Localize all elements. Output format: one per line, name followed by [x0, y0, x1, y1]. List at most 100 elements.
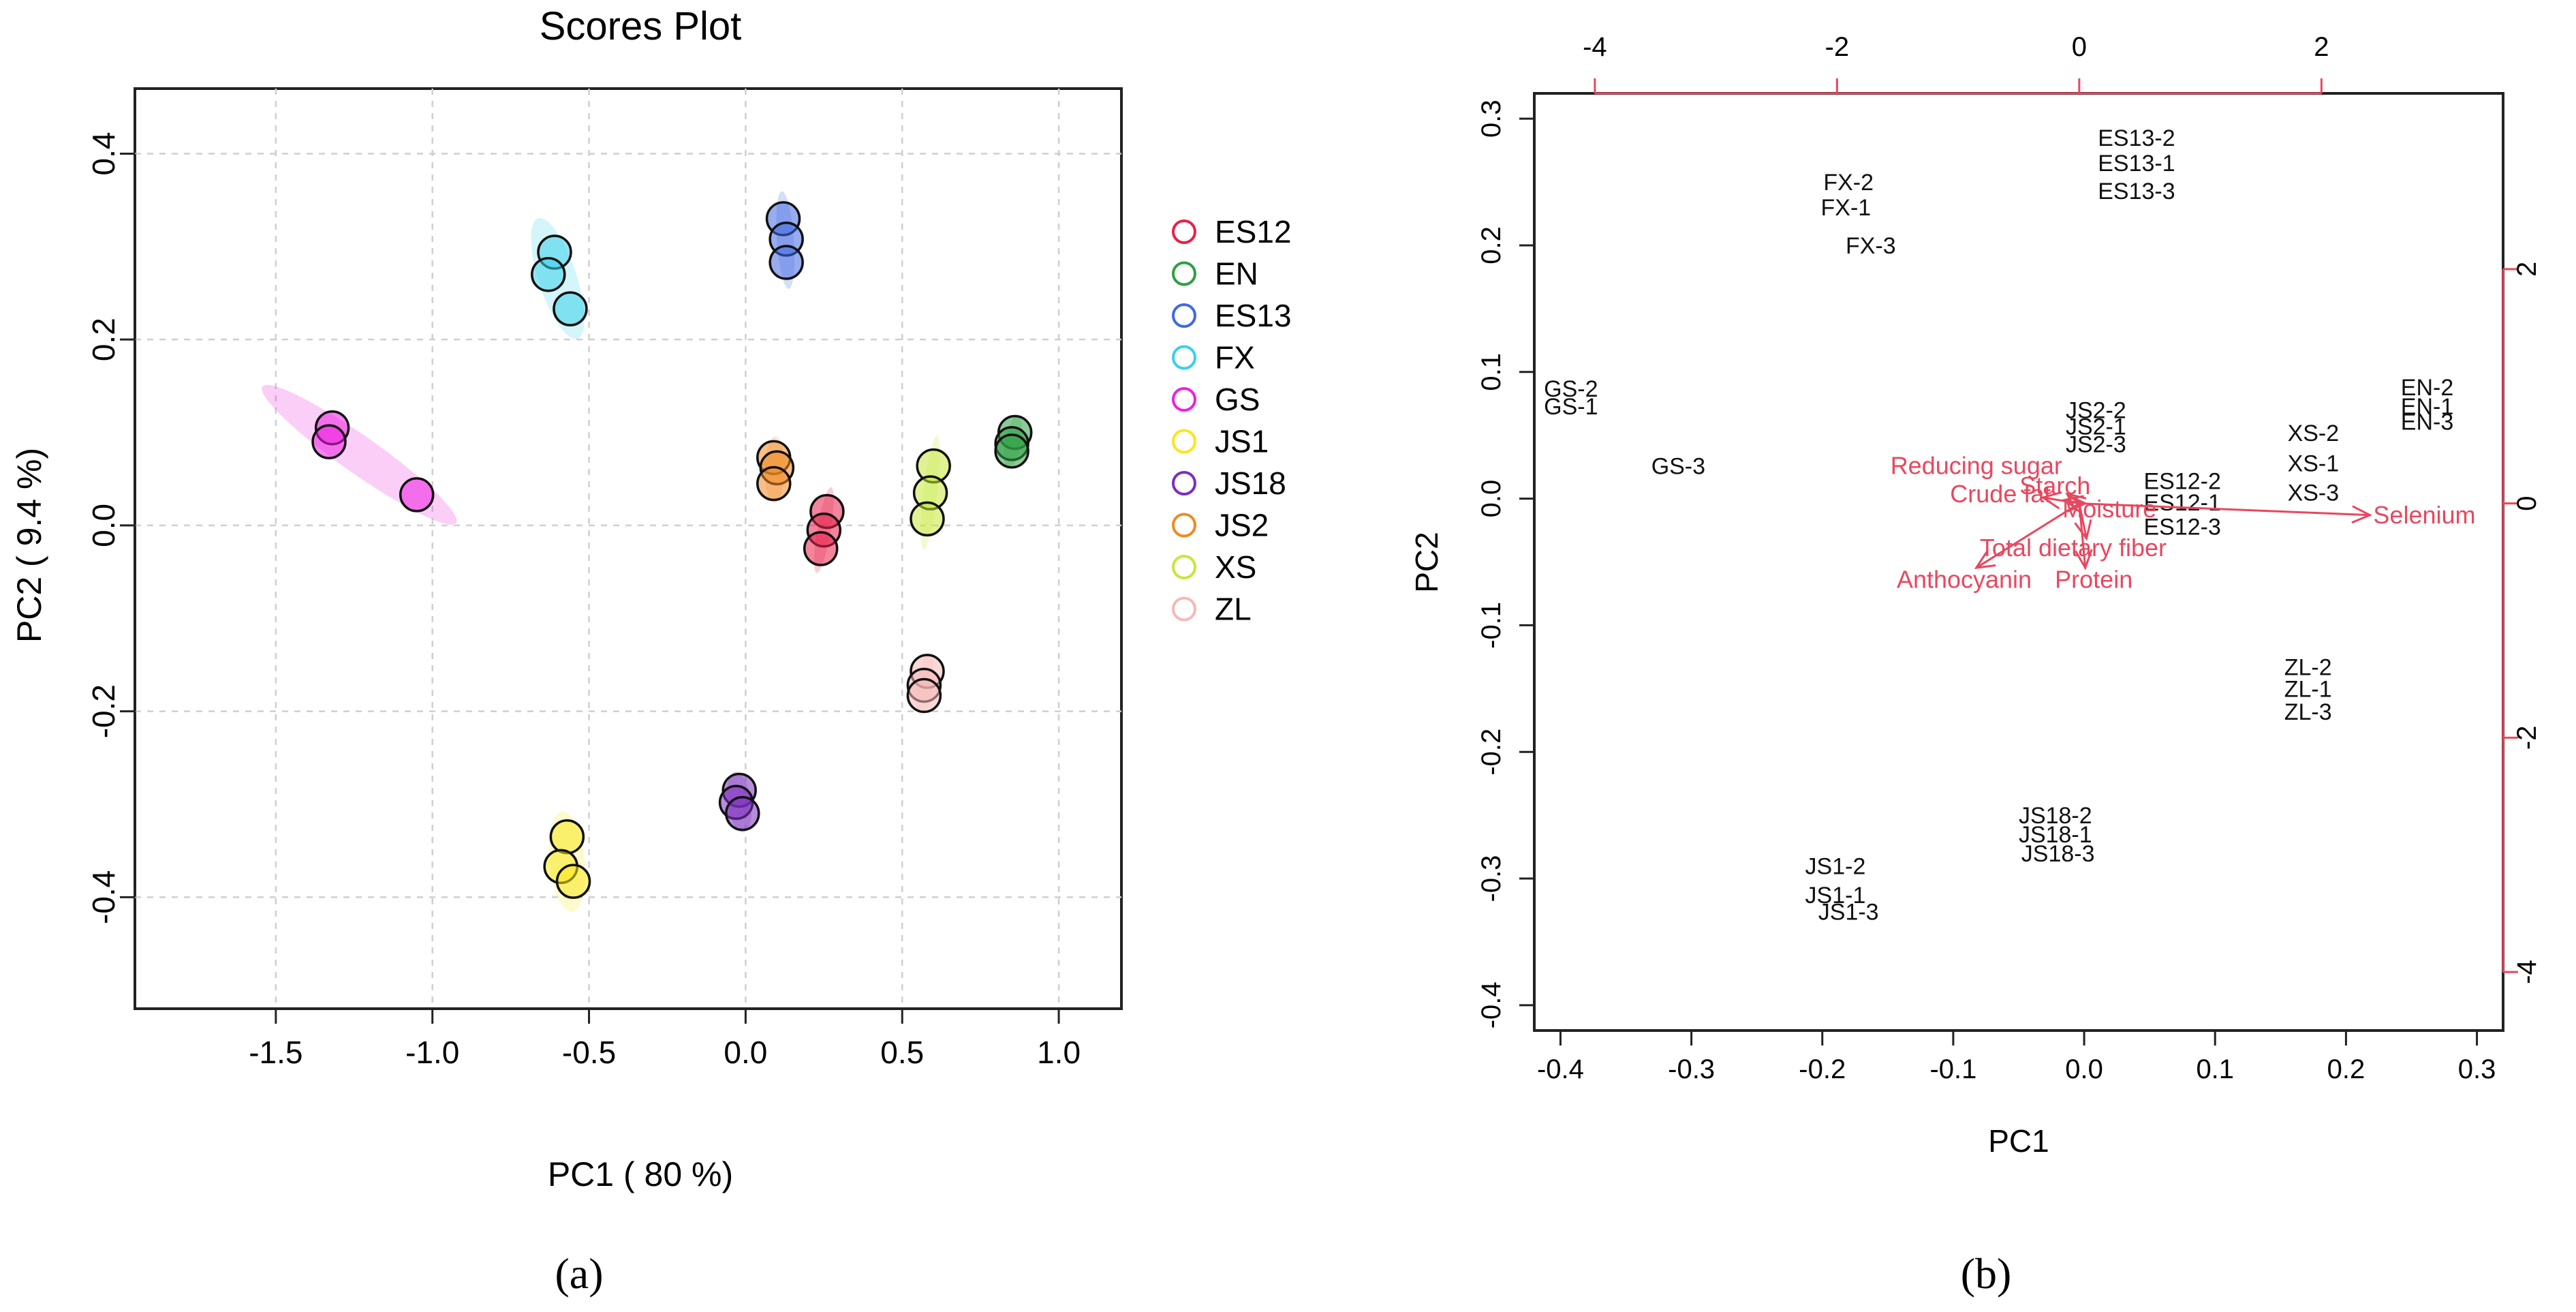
loading-label-starch: Starch — [2019, 472, 2090, 500]
loading-arrowhead-selenium — [2351, 505, 2373, 524]
chart-a-confidence-ellipses — [262, 191, 1023, 912]
chart-b-top-tick-label: 0 — [2072, 32, 2087, 62]
loading-label-moisture: Moisture — [2062, 495, 2156, 523]
loading-label-protein: Protein — [2055, 565, 2132, 593]
chart-b-x-tick-label: 0.0 — [2065, 1054, 2103, 1084]
chart-a-x-tick-label: -1.0 — [405, 1035, 459, 1070]
chart-b-y-tick-label: -0.2 — [1476, 729, 1506, 776]
chart-b-x-tick-label: 0.3 — [2458, 1054, 2496, 1084]
point-xs — [910, 501, 945, 537]
point-es13 — [769, 245, 804, 280]
legend-label-en: EN — [1215, 256, 1258, 292]
chart-a-points — [311, 201, 1033, 899]
sample-label-js1-1: JS1-1 — [1805, 883, 1866, 909]
chart-a-y-axis-title: PC2 ( 9.4 %) — [10, 448, 48, 643]
legend-label-gs: GS — [1215, 382, 1260, 417]
legend-label-js18: JS18 — [1215, 466, 1286, 501]
sample-label-xs-1: XS-1 — [2288, 451, 2340, 477]
chart-b-top-axis: -4 -2 0 2 — [1583, 32, 2329, 95]
sample-label-js18-1: JS18-1 — [2019, 822, 2092, 848]
point-zl — [906, 677, 942, 714]
chart-a-y-tick-label: -0.2 — [86, 684, 121, 738]
loading-arrowhead-moisture — [2067, 494, 2088, 513]
sample-label-es13-2: ES13-2 — [2098, 125, 2175, 151]
chart-a-y-tick-label: 0.4 — [86, 132, 121, 175]
chart-b-y-tick-label: 0.2 — [1476, 226, 1506, 264]
point-fx — [531, 256, 566, 292]
sample-label-es12-1: ES12-1 — [2143, 490, 2220, 516]
legend-marker-es12 — [1172, 219, 1196, 244]
sample-label-xs-2: XS-2 — [2288, 421, 2340, 446]
legend-marker-xs — [1172, 555, 1196, 579]
loading-label-total-dietary-fiber: Total dietary fiber — [1980, 534, 2167, 562]
point-fx — [553, 291, 588, 326]
sample-label-es13-1: ES13-1 — [2098, 151, 2175, 177]
chart-b-y-tick-label: 0.3 — [1476, 100, 1506, 138]
legend-marker-es13 — [1172, 303, 1196, 328]
sample-label-es13-3: ES13-3 — [2098, 179, 2175, 204]
sample-label-js2-1: JS2-1 — [2066, 414, 2126, 440]
chart-b-top-tick-label: 2 — [2314, 32, 2329, 62]
loading-arrowhead-reducing-sugar — [2040, 491, 2062, 510]
chart-a-x-tick-label: 0.0 — [724, 1035, 767, 1070]
legend-marker-zl — [1172, 596, 1196, 622]
sample-label-es12-3: ES12-3 — [2143, 514, 2220, 540]
sample-label-js2-2: JS2-2 — [2066, 398, 2126, 424]
sample-label-js1-2: JS1-2 — [1805, 853, 1866, 879]
sample-label-gs-3: GS-3 — [1651, 453, 1705, 479]
chart-a-x-tick-label: 0.5 — [880, 1035, 924, 1070]
sample-label-es12-2: ES12-2 — [2143, 469, 2220, 495]
point-js1 — [555, 864, 591, 899]
chart-b-right-tick-label: 2 — [2512, 262, 2542, 277]
chart-b-x-axis: -0.4 -0.3 -0.2 -0.1 0.0 0.1 0.2 0.3 — [1537, 1029, 2496, 1084]
chart-a-legend: ES12 EN ES13 FX GS JS1 JS18 JS2 XS ZL — [1172, 214, 1292, 627]
sample-label-en-3: EN-3 — [2401, 409, 2453, 435]
sample-label-js18-2: JS18-2 — [2019, 803, 2092, 829]
chart-b-plot-frame — [1533, 92, 2504, 1032]
biplot-panel: -0.4 -0.3 -0.2 -0.1 0.0 0.1 0.2 0.3 -0.4-0.3-0.… — [1409, 32, 2542, 1298]
chart-b-x-tick-label: -0.4 — [1537, 1054, 1584, 1084]
legend-label-es13: ES13 — [1215, 298, 1292, 333]
legend-label-es12: ES12 — [1215, 214, 1292, 249]
legend-label-js1: JS1 — [1215, 424, 1269, 459]
chart-a-x-axis-title: PC1 ( 80 %) — [548, 1155, 733, 1193]
chart-a-y-tick-label: 0.2 — [86, 318, 121, 361]
sample-label-xs-3: XS-3 — [2288, 480, 2340, 506]
chart-b-right-tick-label: 0 — [2512, 495, 2542, 510]
legend-marker-js2 — [1172, 513, 1196, 538]
legend-label-zl: ZL — [1215, 592, 1252, 627]
sample-label-en-1: EN-1 — [2401, 394, 2453, 420]
point-gs — [311, 424, 347, 459]
sample-label-zl-3: ZL-3 — [2284, 699, 2332, 725]
chart-b-top-tick-label: -4 — [1583, 32, 1607, 62]
chart-b-top-tick-label: -2 — [1825, 32, 1850, 62]
chart-a-x-tick-label: -0.5 — [562, 1035, 616, 1070]
chart-b-x-tick-label: -0.1 — [1929, 1054, 1976, 1084]
chart-a-x-tick-label: 1.0 — [1037, 1035, 1081, 1070]
chart-a-x-tick-label: -1.5 — [249, 1035, 302, 1070]
sample-label-fx-1: FX-1 — [1821, 195, 1872, 221]
sample-label-gs-1: GS-1 — [1544, 394, 1598, 420]
chart-b-x-tick-label: -0.2 — [1799, 1054, 1846, 1084]
legend-label-xs: XS — [1215, 549, 1256, 585]
point-gs — [399, 477, 435, 513]
sample-label-zl-2: ZL-2 — [2284, 655, 2332, 681]
chart-a-grid — [135, 89, 1121, 1009]
chart-a-y-tick-label: -0.4 — [86, 870, 121, 924]
chart-b-y-tick-label: 0.0 — [1476, 480, 1506, 518]
chart-b-y-tick-label: -0.1 — [1476, 602, 1506, 649]
legend-marker-js1 — [1172, 429, 1196, 454]
point-en — [994, 433, 1029, 469]
chart-a-title: Scores Plot — [540, 4, 742, 48]
loading-label-reducing-sugar: Reducing sugar — [1891, 452, 2062, 480]
loading-arrowhead-anthocyanin — [1974, 551, 1996, 569]
sample-label-zl-1: ZL-1 — [2284, 676, 2332, 702]
sample-label-js18-3: JS18-3 — [2021, 841, 2095, 867]
legend-label-fx: FX — [1215, 340, 1255, 376]
loading-arrow-selenium — [2079, 502, 2370, 517]
panel-b-label: (b) — [1961, 1249, 2012, 1298]
chart-b-x-tick-label: 0.2 — [2327, 1054, 2365, 1084]
